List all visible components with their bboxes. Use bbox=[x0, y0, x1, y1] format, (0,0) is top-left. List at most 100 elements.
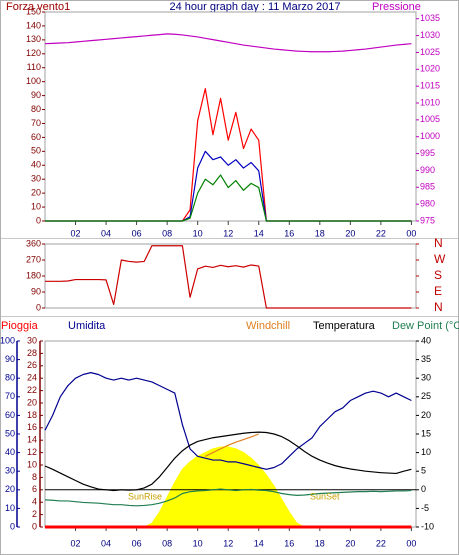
y-tick-label: 10 bbox=[31, 201, 41, 211]
y2-tick-label: 20 bbox=[421, 410, 431, 420]
y2-tick-label: 35 bbox=[421, 354, 431, 364]
x-tick-label: 02 bbox=[71, 228, 81, 238]
x-tick-label: 10 bbox=[193, 538, 203, 548]
x-tick-label: 16 bbox=[284, 538, 294, 548]
y2-tick-label: 1025 bbox=[420, 47, 440, 57]
y3-tick-label: 26 bbox=[27, 360, 37, 370]
y2-tick-label: 990 bbox=[420, 165, 435, 175]
x-tick-label: 22 bbox=[376, 538, 386, 548]
x-tick-label: 00 bbox=[406, 228, 416, 238]
y-tick-label: 20 bbox=[5, 484, 15, 494]
x-tick-label: 12 bbox=[223, 228, 233, 238]
y3-tick-label: 6 bbox=[32, 484, 37, 494]
legend-label: Umidita bbox=[68, 320, 106, 332]
y3-tick-label: 20 bbox=[27, 397, 37, 407]
series-line bbox=[44, 488, 412, 507]
y-tick-label: 100 bbox=[26, 76, 41, 86]
y-tick-label: 40 bbox=[31, 160, 41, 170]
y-tick-label: 40 bbox=[5, 447, 15, 457]
y3-tick-label: 30 bbox=[27, 335, 37, 345]
y-tick-label: 30 bbox=[5, 466, 15, 476]
y3-tick-label: 18 bbox=[27, 410, 37, 420]
y-tick-label: 20 bbox=[31, 188, 41, 198]
y2-tick-label: N bbox=[434, 300, 443, 314]
y-tick-label: 0 bbox=[10, 521, 15, 531]
y-tick-label: 180 bbox=[26, 270, 41, 280]
y2-tick-label: 1035 bbox=[420, 13, 440, 23]
y-tick-label: 80 bbox=[5, 373, 15, 383]
x-tick-label: 18 bbox=[315, 228, 325, 238]
y3-tick-label: 2 bbox=[32, 509, 37, 519]
y3-tick-label: 8 bbox=[32, 472, 37, 482]
series-line bbox=[205, 433, 259, 457]
y2-tick-label: 30 bbox=[421, 373, 431, 383]
y2-tick-label: 1000 bbox=[420, 131, 440, 141]
annotation: SunRise bbox=[128, 491, 162, 501]
y-tick-label: 50 bbox=[31, 146, 41, 156]
y-tick-label: 0 bbox=[36, 302, 41, 312]
x-tick-label: 18 bbox=[315, 538, 325, 548]
y2-tick-label: N bbox=[434, 236, 443, 250]
y3-tick-label: 24 bbox=[27, 373, 37, 383]
series-line bbox=[45, 245, 412, 309]
y-tick-label: 70 bbox=[31, 118, 41, 128]
y2-tick-label: 0 bbox=[421, 484, 426, 494]
y-tick-label: 80 bbox=[31, 104, 41, 114]
y-tick-label: 90 bbox=[31, 286, 41, 296]
y-tick-label: 50 bbox=[5, 428, 15, 438]
y3-tick-label: 28 bbox=[27, 348, 37, 358]
y-tick-label: 110 bbox=[27, 62, 41, 72]
y-tick-label: 10 bbox=[5, 503, 15, 513]
y2-tick-label: 1010 bbox=[420, 97, 440, 107]
y2-tick-label: 15 bbox=[421, 428, 431, 438]
x-tick-label: 04 bbox=[101, 228, 111, 238]
x-tick-label: 12 bbox=[223, 538, 233, 548]
y2-tick-label: 980 bbox=[420, 199, 435, 209]
series-line bbox=[44, 372, 412, 470]
x-tick-label: 08 bbox=[162, 228, 172, 238]
y2-tick-label: 985 bbox=[420, 182, 435, 192]
y-tick-label: 120 bbox=[26, 48, 41, 58]
y3-tick-label: 0 bbox=[32, 521, 37, 531]
x-tick-label: 20 bbox=[345, 538, 355, 548]
y2-tick-label: 975 bbox=[420, 215, 435, 225]
y2-tick-label: 1015 bbox=[420, 81, 440, 91]
y3-tick-label: 14 bbox=[27, 435, 37, 445]
y3-tick-label: 10 bbox=[27, 459, 37, 469]
wind-axis-title: Forza vento1 bbox=[6, 1, 70, 13]
y2-tick-label: 5 bbox=[421, 466, 426, 476]
x-tick-label: 04 bbox=[101, 538, 111, 548]
series-line bbox=[45, 174, 412, 222]
y-tick-label: 360 bbox=[26, 238, 41, 248]
y-tick-label: 100 bbox=[0, 335, 15, 345]
legend-label: Temperatura bbox=[313, 320, 376, 332]
y3-tick-label: 12 bbox=[27, 447, 37, 457]
y2-tick-label: -10 bbox=[421, 521, 434, 531]
x-tick-label: 10 bbox=[193, 228, 203, 238]
y2-tick-label: -5 bbox=[421, 503, 429, 513]
y2-tick-label: 1005 bbox=[420, 114, 440, 124]
y-tick-label: 270 bbox=[26, 254, 41, 264]
y-tick-label: 0 bbox=[36, 215, 41, 225]
y-tick-label: 150 bbox=[26, 6, 41, 16]
x-tick-label: 06 bbox=[132, 538, 142, 548]
y-tick-label: 90 bbox=[31, 90, 41, 100]
legend-label: Dew Point (°C bbox=[392, 320, 459, 332]
y-tick-label: 30 bbox=[31, 174, 41, 184]
x-tick-label: 20 bbox=[345, 228, 355, 238]
x-tick-label: 14 bbox=[254, 538, 264, 548]
series-line bbox=[44, 33, 412, 53]
y2-tick-label: 1020 bbox=[420, 64, 440, 74]
x-tick-label: 14 bbox=[254, 228, 264, 238]
chart-title: 24 hour graph day : 11 Marzo 2017 bbox=[169, 1, 340, 13]
y3-tick-label: 16 bbox=[27, 422, 37, 432]
plot-frame bbox=[44, 11, 417, 222]
y2-tick-label: 10 bbox=[421, 447, 431, 457]
y-tick-label: 140 bbox=[26, 20, 41, 30]
y2-tick-label: 25 bbox=[421, 391, 431, 401]
y-tick-label: 60 bbox=[5, 410, 15, 420]
legend-label: Pioggia bbox=[1, 320, 39, 332]
y-tick-label: 60 bbox=[31, 132, 41, 142]
